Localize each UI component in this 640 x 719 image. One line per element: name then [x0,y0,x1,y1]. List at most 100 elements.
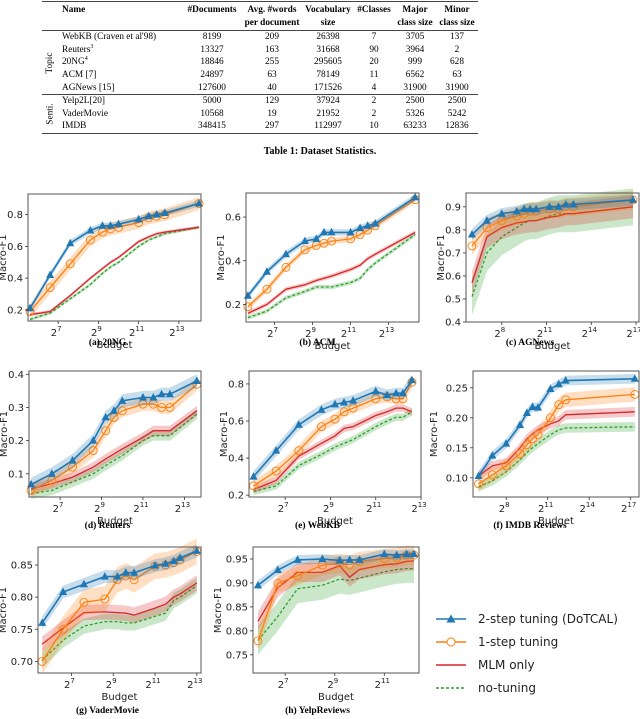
y-tick-label: 0.2 [225,300,241,311]
cell-minor: 12836 [436,120,478,133]
header-text: Name [62,5,86,15]
confidence-band-one [472,190,633,256]
y-tick-label: 0.80 [226,626,248,637]
cell-text: 19 [267,108,277,119]
data-point-dotcal [561,376,570,384]
data-point-one [88,446,98,456]
x-tick-label: 211 [129,325,144,339]
cell-name: IMDB [62,120,182,133]
data-point-dotcal [86,226,95,234]
chart-caption: (d) Reuters [84,521,131,531]
cell-text: 127600 [198,82,226,93]
y-tick-label: 0.2 [8,436,24,447]
data-point-dotcal [349,396,358,404]
data-point-one [316,422,326,432]
y-tick-label: 0.6 [7,242,23,253]
header-text: #Classes [357,5,391,15]
data-point-dotcal [176,553,185,561]
data-point-one [249,481,258,491]
data-point-dotcal [300,236,309,245]
x-tick-label: 27 [64,677,75,691]
cell-minor: 63 [436,69,478,82]
data-point-dotcal [345,555,354,563]
y-tick-label: 0.4 [7,274,23,285]
data-point-one [294,446,304,456]
data-point-dotcal [249,472,258,480]
data-point-dotcal [407,375,416,384]
data-point-one [117,406,127,416]
x-tick-label: 213 [175,501,190,515]
cell-text: 18846 [200,57,224,68]
cell-text: 37924 [316,96,340,107]
series-line-one [478,393,635,485]
data-point-one [65,259,75,269]
legend-swatch-icon [436,637,466,646]
data-point-dotcal [561,200,570,208]
chart-g: 0.70 0.75 0.80 0.85 27 29 211 213 Budget Macro-F1 [0,538,202,703]
cell-text: 137 [450,32,464,43]
header-text: Vocabulary [305,5,351,15]
cell-text: 31668 [316,44,340,55]
cell-text: 5326 [405,108,425,119]
x-tick-exponent: 9 [329,501,333,509]
footnote-marker: 4 [84,56,88,63]
data-point-dotcal [192,546,201,554]
data-point-dotcal [402,549,411,558]
y-tick-label: 0.8 [228,379,244,390]
data-point-dotcal [327,227,336,236]
x-tick-exponent: 9 [100,501,104,509]
header-group [42,2,62,31]
data-point-dotcal [113,572,122,580]
y-tick-label: 0.75 [226,650,248,661]
cell-text: 163 [265,44,279,55]
y-tick-label: 0.2 [7,305,23,316]
cell-major: 999 [394,56,436,69]
data-point-dotcal [165,389,174,398]
legend-item-mlm: MLM only [434,653,640,676]
x-tick-label: 27 [278,677,289,691]
cell-text: 255 [265,57,279,68]
cell-minor: 5242 [436,108,478,121]
data-point-dotcal [340,398,349,406]
header-text: class size [397,17,433,28]
y-tick-label: 0.1 [8,469,24,480]
data-point-dotcal [502,439,511,447]
series-line-mlm [478,411,635,477]
data-point-one [58,624,68,634]
x-tick-label: 211 [366,501,381,515]
x-axis-label: Budget [315,341,351,352]
data-point-dotcal [161,559,170,567]
cell-text: 40 [267,82,277,93]
cell-text: 5000 [202,96,222,107]
x-tick-label: 29 [94,501,105,515]
y-tick-label: 0.70 [11,657,33,668]
x-axis-label: Budget [535,341,571,352]
confidence-band-mlm [31,405,197,494]
header-text: #Documents [187,5,237,15]
cell-text: 628 [450,57,464,68]
data-point-dotcal [253,580,262,589]
y-tick-label: 0.90 [226,578,248,589]
cell-avg-words: 19 [242,108,302,121]
data-point-dotcal [134,214,143,223]
plot-frame [27,193,202,322]
x-tick-exponent: 13 [194,677,203,685]
cell-text: 7 [371,32,377,43]
chart-caption: (b) ACM [299,338,336,348]
data-point-one [85,235,95,245]
cell-major: 6562 [394,69,436,82]
cell-name: 20NG4 [62,56,182,69]
series-line-mlm [41,582,198,645]
plot-frame [472,370,640,498]
cell-avg-words: 40 [242,82,302,95]
y-tick-label: 0.6 [228,417,244,428]
cell-classes: 11 [354,69,394,82]
x-tick-label: 27 [51,325,62,339]
cell-text: 24897 [200,69,224,80]
cell-minor: 137 [436,31,478,44]
cell-text: 13327 [200,44,224,55]
data-point-one [339,407,349,417]
data-point-one [262,284,272,294]
series-line-one [253,381,413,487]
chart-svg: 0.40.50.60.70.80.928 211 214 217BudgetMacro… [436,188,640,352]
